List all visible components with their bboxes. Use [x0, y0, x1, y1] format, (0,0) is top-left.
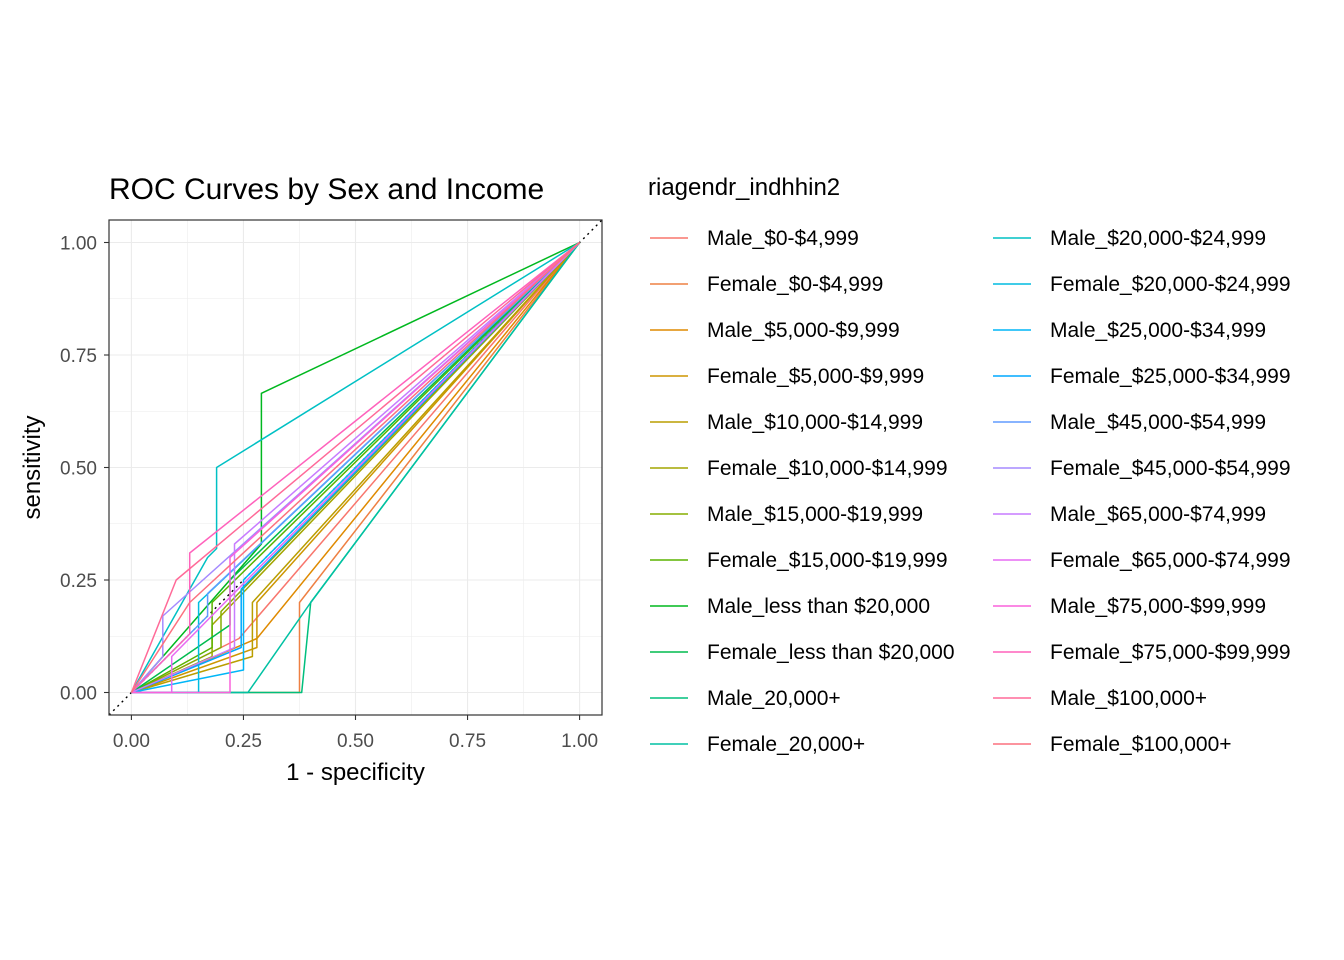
y-tick-label: 0.00	[60, 684, 97, 705]
legend-label-9: Female_less than $20,000	[707, 641, 955, 664]
x-tick-label: 0.50	[337, 731, 374, 752]
legend-label-17: Female_$45,000-$54,999	[1050, 457, 1291, 480]
legend-title: riagendr_indhhin2	[648, 174, 840, 201]
series-line-12	[130, 241, 580, 693]
series-line-21	[130, 241, 581, 694]
series-line-8	[130, 241, 580, 693]
legend-label-21: Female_$75,000-$99,999	[1050, 641, 1291, 664]
legend-label-19: Female_$65,000-$74,999	[1050, 549, 1291, 572]
legend-label-10: Male_20,000+	[707, 687, 841, 710]
legend-label-0: Male_$0-$4,999	[707, 227, 859, 250]
legend-label-15: Female_$25,000-$34,999	[1050, 365, 1291, 388]
series-line-18	[131, 241, 581, 694]
legend-label-18: Male_$65,000-$74,999	[1050, 503, 1266, 526]
x-tick-label: 0.25	[225, 731, 262, 752]
chart-title: ROC Curves by Sex and Income	[109, 173, 544, 206]
legend-label-7: Female_$15,000-$19,999	[707, 549, 948, 572]
series-line-20	[131, 241, 581, 694]
legend-label-5: Female_$10,000-$14,999	[707, 457, 948, 480]
y-tick-label: 0.50	[60, 459, 97, 480]
series-line-4	[131, 241, 581, 694]
series-line-17	[130, 241, 581, 693]
legend-label-13: Female_$20,000-$24,999	[1050, 273, 1291, 296]
x-axis: 0.00 0.25 0.50 0.75 1.00	[113, 715, 598, 752]
legend-label-23: Female_$100,000+	[1050, 733, 1232, 756]
x-tick-label: 1.00	[561, 731, 598, 752]
legend-label-1: Female_$0-$4,999	[707, 273, 883, 296]
x-tick-label: 0.75	[449, 731, 486, 752]
legend: Male_$0-$4,999 Female_$0-$4,999 Male_$5,00…	[650, 227, 1291, 756]
legend-label-11: Female_20,000+	[707, 733, 865, 756]
legend-label-3: Female_$5,000-$9,999	[707, 365, 924, 388]
y-axis: 0.00 0.25 0.50 0.75 1.00	[60, 234, 109, 705]
series-line-15	[131, 241, 581, 694]
legend-label-16: Male_$45,000-$54,999	[1050, 411, 1266, 434]
plot-panel	[108, 219, 603, 716]
legend-label-4: Male_$10,000-$14,999	[707, 411, 923, 434]
x-tick-label: 0.00	[113, 731, 150, 752]
legend-label-14: Male_$25,000-$34,999	[1050, 319, 1266, 342]
legend-label-22: Male_$100,000+	[1050, 687, 1207, 710]
y-axis-title: sensitivity	[19, 415, 46, 519]
y-tick-label: 0.25	[60, 571, 97, 592]
legend-label-20: Male_$75,000-$99,999	[1050, 595, 1266, 618]
y-tick-label: 0.75	[60, 346, 97, 367]
x-axis-title: 1 - specificity	[286, 759, 425, 786]
legend-label-6: Male_$15,000-$19,999	[707, 503, 923, 526]
legend-label-2: Male_$5,000-$9,999	[707, 319, 900, 342]
y-tick-label: 1.00	[60, 234, 97, 255]
series-layer	[130, 241, 581, 694]
series-line-14	[131, 241, 581, 694]
series-line-22	[130, 241, 581, 693]
series-line-3	[131, 241, 581, 694]
series-line-23	[130, 241, 581, 693]
legend-label-8: Male_less than $20,000	[707, 595, 930, 618]
legend-label-12: Male_$20,000-$24,999	[1050, 227, 1266, 250]
